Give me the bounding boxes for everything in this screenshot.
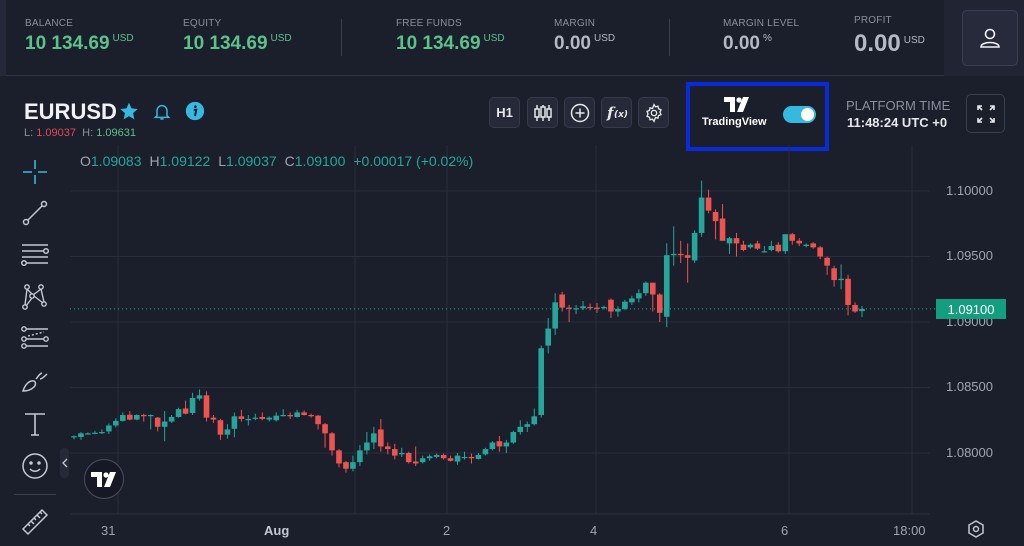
equity-value: 10 134.69 USD	[183, 33, 292, 54]
equity-stat: EQUITY 10 134.69 USD	[183, 18, 292, 55]
y-axis-label: 1.09500	[946, 248, 993, 263]
svg-text:(x): (x)	[614, 110, 628, 120]
margin-level-value: 0.00%	[723, 33, 772, 54]
pattern-icon	[22, 284, 47, 310]
x-axis-label: 2	[443, 523, 451, 538]
margin-level-stat: MARGIN LEVEL 0.00%	[723, 18, 799, 55]
x-axis-label: 18:00	[893, 523, 926, 538]
candlestick-chart[interactable]	[70, 145, 1024, 546]
y-axis-label: 1.08500	[946, 379, 993, 394]
last-price-tag: 1.09100	[936, 299, 1006, 319]
equity-label: EQUITY	[183, 18, 222, 29]
margin-value: 0.00 USD	[554, 33, 616, 54]
ohlc-high: 1.09122	[159, 153, 211, 169]
margin-stat: MARGIN 0.00 USD	[554, 18, 615, 55]
emoji-icon	[22, 453, 48, 479]
session-low: 1.09037	[36, 127, 77, 139]
text-tool[interactable]	[18, 407, 52, 441]
user-panel	[944, 0, 1024, 76]
axis-settings-icon[interactable]	[966, 519, 986, 539]
drawing-toolbar	[0, 145, 68, 546]
edge	[0, 0, 6, 76]
collapse-toolbar-button[interactable]	[60, 448, 69, 478]
emoji-tool[interactable]	[18, 449, 52, 483]
add-button[interactable]	[564, 97, 595, 128]
balance-label: BALANCE	[25, 18, 74, 29]
favorite-star-icon[interactable]	[119, 101, 139, 121]
fib-tool[interactable]	[18, 322, 52, 356]
candles-icon	[533, 104, 552, 121]
chevron-left-icon	[61, 458, 67, 468]
svg-text:f: f	[606, 104, 616, 122]
balance-value: 10 134.69 USD	[25, 33, 134, 54]
horizontal-lines-tool[interactable]	[18, 238, 52, 272]
platform-time-label: PLATFORM TIME	[846, 98, 951, 113]
divider	[669, 19, 670, 56]
margin-label: MARGIN	[554, 18, 596, 29]
ohlc-low: 1.09037	[226, 153, 277, 169]
indicators-button[interactable]: f (x)	[601, 97, 632, 128]
trend-line-icon	[22, 200, 48, 226]
profit-value: 0.00 USD	[854, 30, 925, 57]
timeframe-button[interactable]: H1	[489, 97, 520, 128]
text-icon	[25, 413, 45, 436]
settings-icon	[645, 102, 662, 123]
pattern-tool[interactable]	[18, 280, 52, 314]
y-axis-label: 1.08000	[946, 445, 993, 460]
bell-alert-icon[interactable]	[152, 101, 172, 122]
add-icon	[570, 103, 589, 122]
low-high-range: L: 1.09037 H: 1.09631	[24, 127, 136, 139]
crosshair-icon	[23, 160, 47, 184]
ruler-icon	[21, 508, 49, 536]
crosshair-tool[interactable]	[18, 155, 52, 189]
chart-type-button[interactable]	[527, 97, 558, 128]
profit-stat: PROFIT 0.00 USD	[854, 15, 925, 58]
ohlc-legend: O1.09083 H1.09122 L1.09037 C1.09100 +0.00017…	[80, 153, 474, 169]
tradingview-label: TradingView	[702, 116, 767, 128]
user-icon	[980, 28, 1000, 48]
trend-line-tool[interactable]	[18, 196, 52, 230]
tradingview-toggle-panel: TradingView	[686, 82, 829, 151]
user-profile-button[interactable]	[962, 10, 1018, 66]
x-axis-label: 4	[590, 523, 598, 538]
divider	[341, 19, 342, 56]
free-funds-stat: FREE FUNDS 10 134.69 USD	[396, 18, 505, 55]
brush-tool[interactable]	[18, 364, 52, 398]
indicators-icon: f (x)	[606, 104, 628, 122]
tradingview-logo-icon	[724, 97, 749, 112]
account-bar: BALANCE 10 134.69 USD EQUITY 10 134.69 USD…	[0, 0, 1024, 76]
fib-icon	[21, 326, 49, 349]
fullscreen-button[interactable]	[966, 94, 1005, 133]
profit-label: PROFIT	[854, 15, 892, 26]
balance-stat: BALANCE 10 134.69 USD	[25, 18, 134, 55]
platform-time-value: 11:48:24 UTC +0	[847, 115, 948, 130]
fullscreen-icon	[976, 104, 995, 123]
chart-settings-button[interactable]	[638, 97, 669, 128]
tradingview-logo-icon	[91, 471, 116, 487]
horizontal-lines-icon	[20, 244, 50, 267]
tradingview-toggle[interactable]	[783, 106, 816, 123]
tradingview-watermark-button[interactable]	[84, 459, 124, 499]
brush-icon	[21, 372, 48, 392]
ohlc-open: 1.09083	[90, 153, 142, 169]
ruler-tool[interactable]	[18, 505, 52, 539]
free-funds-label: FREE FUNDS	[396, 18, 462, 29]
ohlc-change: +0.00017 (+0.02%)	[353, 153, 474, 169]
margin-level-label: MARGIN LEVEL	[723, 18, 800, 29]
ohlc-close: 1.09100	[294, 153, 346, 169]
y-axis-label: 1.10000	[946, 183, 993, 198]
toolbar-divider	[14, 494, 56, 495]
free-funds-value: 10 134.69 USD	[396, 33, 505, 54]
info-icon[interactable]	[185, 101, 205, 121]
symbol-title: EURUSD	[24, 99, 117, 124]
session-high: 1.09631	[96, 127, 136, 139]
x-axis-label: Aug	[264, 523, 290, 538]
x-axis-label: 31	[101, 523, 116, 538]
x-axis-label: 6	[781, 523, 789, 538]
